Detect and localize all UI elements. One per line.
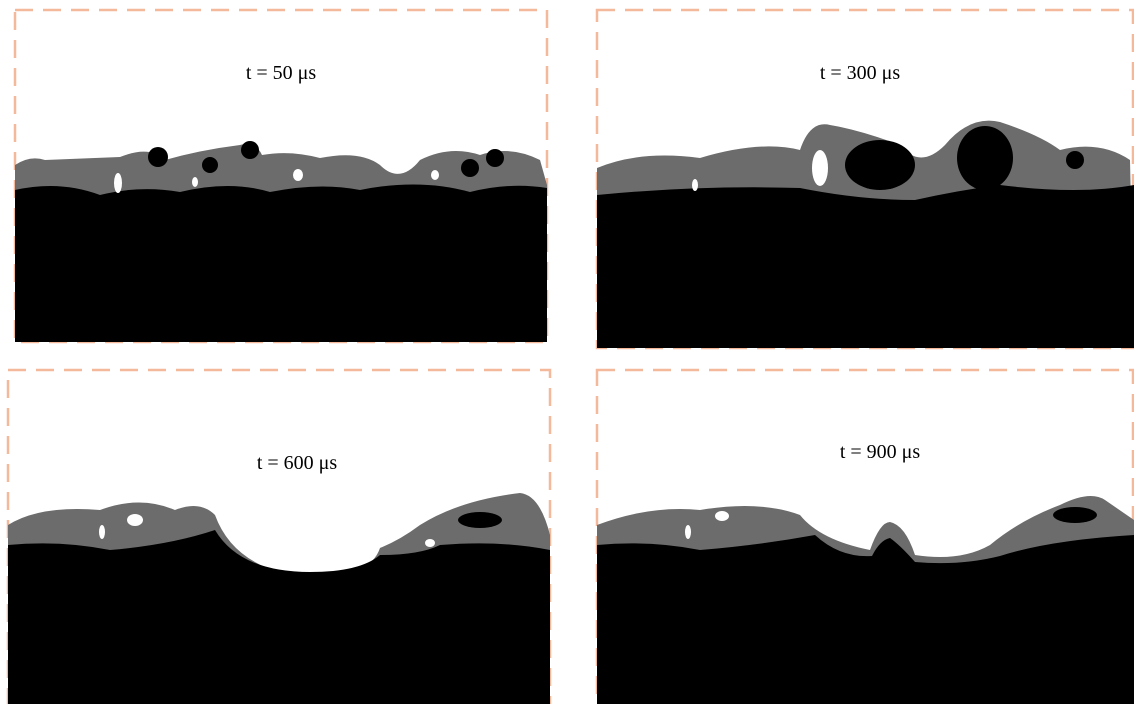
time-label: t = 300 μs <box>820 62 901 84</box>
pore <box>192 177 198 187</box>
void <box>486 149 504 167</box>
pore <box>99 525 105 539</box>
pore <box>425 539 435 547</box>
panel: t = 900 μs <box>597 370 1134 704</box>
void <box>461 159 479 177</box>
void <box>1053 507 1097 523</box>
void <box>202 157 218 173</box>
pore <box>431 170 439 180</box>
void <box>148 147 168 167</box>
pore <box>812 150 828 186</box>
bulk <box>15 184 547 342</box>
pore <box>692 179 698 191</box>
pore <box>114 173 122 193</box>
time-label: t = 600 μs <box>257 452 338 474</box>
bulk <box>597 185 1134 348</box>
panel: t = 300 μs <box>597 10 1134 348</box>
panel: t = 50 μs <box>15 10 547 342</box>
bulk <box>8 530 550 704</box>
void <box>845 140 915 190</box>
panel: t = 600 μs <box>8 370 550 704</box>
pore <box>715 511 729 521</box>
void <box>1066 151 1084 169</box>
void <box>957 126 1013 190</box>
time-label: t = 50 μs <box>246 62 317 84</box>
void <box>241 141 259 159</box>
pore <box>685 525 691 539</box>
bulk <box>597 535 1134 704</box>
figure: t = 50 μs t = 300 μs t = 600 μs t = 900 … <box>0 0 1134 704</box>
time-label: t = 900 μs <box>840 441 921 463</box>
void <box>458 512 502 528</box>
pore <box>293 169 303 181</box>
pore <box>127 514 143 526</box>
